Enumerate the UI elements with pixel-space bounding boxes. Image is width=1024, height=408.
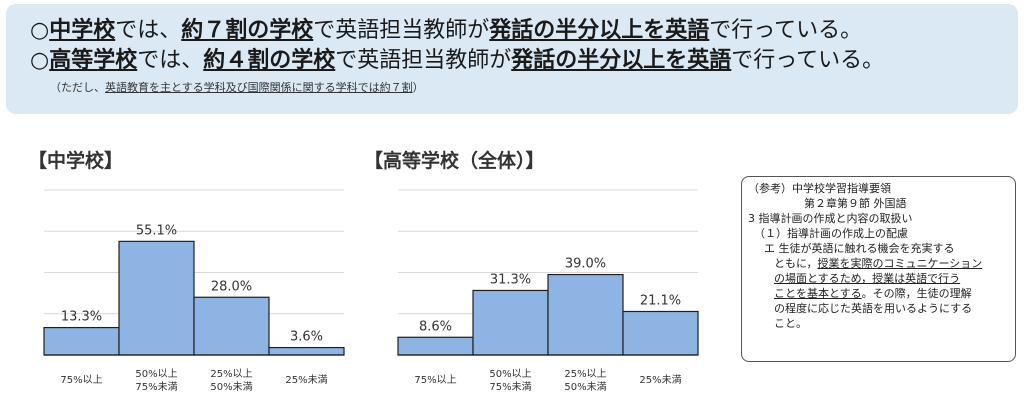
- tick-label: 50%未満: [210, 381, 252, 393]
- data-label: 31.3%: [490, 272, 531, 287]
- tick-label: 75%未満: [489, 381, 531, 393]
- tick-label: 25%以上: [210, 368, 252, 380]
- bar: [193, 296, 270, 356]
- tick-label: 50%以上: [489, 368, 531, 380]
- data-label: 3.6%: [290, 330, 323, 345]
- bar: [43, 326, 120, 356]
- reference-line: の程度に応じた英語を用いるようにする: [774, 302, 973, 315]
- data-label: 13.3%: [61, 310, 102, 325]
- reference-line: の場面とするため，授業は英語で行う: [774, 272, 961, 285]
- data-label: 8.6%: [419, 319, 452, 334]
- data-label: 28.0%: [211, 279, 252, 294]
- reference-line: ことを基本とする。その際，生徒の理解: [774, 287, 972, 300]
- tick-label: 50%以上: [135, 368, 177, 380]
- bar: [472, 289, 549, 356]
- summary-line-junior-high: ○中学校では、約７割の学校で英語担当教師が発話の半分以上を英語で行っている。: [30, 18, 863, 43]
- reference-line: エ 生徒が英語に触れる機会を充実する: [764, 242, 955, 255]
- bar: [118, 240, 195, 356]
- chart-title-high-school: 【高等学校（全体）】: [364, 150, 545, 172]
- data-label: 21.1%: [640, 293, 681, 308]
- reference-box: （参考）中学校学習指導要領 第２章第９節 外国語 3 指導計画の作成と内容の取扱…: [741, 176, 1016, 362]
- summary-note: （ただし、英語教育を主とする学科及び国際関係に関する学科では約７割）: [50, 81, 424, 94]
- bar: [397, 336, 474, 356]
- reference-line: （参考）中学校学習指導要領: [748, 182, 891, 195]
- data-label: 55.1%: [136, 223, 177, 238]
- bar: [547, 273, 624, 356]
- data-label: 39.0%: [565, 257, 606, 272]
- summary-box: ○中学校では、約７割の学校で英語担当教師が発話の半分以上を英語で行っている。 ○…: [6, 4, 1018, 114]
- reference-line: （１）指導計画の作成上の配慮: [754, 227, 908, 240]
- tick-label: 75%以上: [60, 374, 102, 386]
- tick-label: 75%未満: [135, 381, 177, 393]
- tick-label: 25%未満: [285, 374, 327, 386]
- reference-line: 3 指導計画の作成と内容の取扱い: [748, 212, 913, 225]
- tick-label: 25%以上: [564, 368, 606, 380]
- bullet-circle-icon: ○: [30, 18, 50, 43]
- bar: [622, 310, 699, 356]
- reference-line: 第２章第９節 外国語: [804, 197, 907, 210]
- reference-line: ともに，授業を実際のコミュニケーション: [774, 257, 983, 270]
- tick-label: 25%未満: [639, 374, 681, 386]
- chart-title-junior-high: 【中学校】: [28, 150, 124, 172]
- summary-line-high-school: ○高等学校では、約４割の学校で英語担当教師が発話の半分以上を英語で行っている。: [30, 48, 885, 73]
- bar: [268, 346, 345, 356]
- reference-line: こと。: [774, 317, 807, 330]
- tick-label: 50%未満: [564, 381, 606, 393]
- tick-label: 75%以上: [414, 374, 456, 386]
- bullet-circle-icon: ○: [30, 48, 50, 73]
